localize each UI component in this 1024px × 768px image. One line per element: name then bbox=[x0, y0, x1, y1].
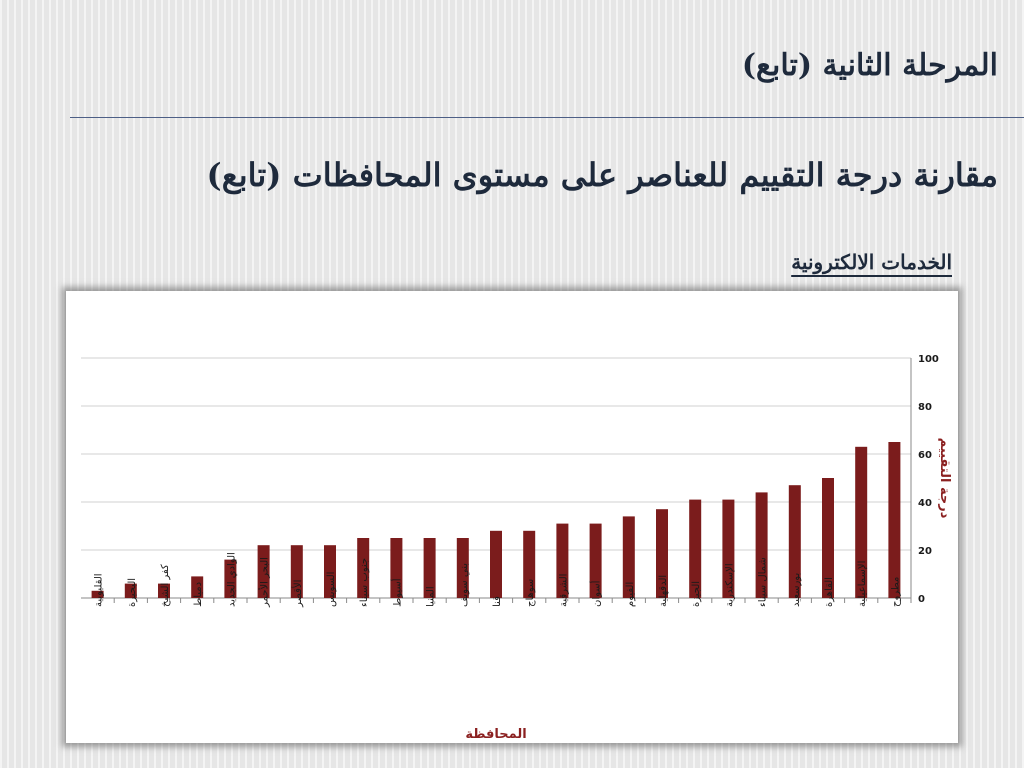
bar bbox=[622, 516, 635, 598]
title-divider bbox=[70, 117, 1024, 118]
bar bbox=[556, 523, 569, 598]
bar-chart: 0 20 40 60 80 100 القليوبية البحيرة كفر الشيخ دمي… bbox=[81, 354, 952, 742]
bar bbox=[788, 485, 801, 598]
bar bbox=[91, 590, 104, 598]
category-label: الفيوم bbox=[625, 582, 636, 607]
bar bbox=[324, 545, 336, 598]
y-tick-label: 100 bbox=[918, 354, 939, 365]
bar bbox=[290, 545, 303, 598]
category-label: مطروح bbox=[890, 577, 901, 607]
category-label: بورسعيد bbox=[791, 573, 802, 607]
bar bbox=[191, 576, 204, 598]
category-label: القاهرة bbox=[824, 577, 835, 607]
category-label: كفر الشيخ bbox=[160, 564, 171, 607]
category-label: الإسماعيلية bbox=[857, 561, 868, 607]
bar bbox=[390, 538, 403, 598]
category-label: الجيزة bbox=[691, 581, 702, 607]
y-tick-label: 20 bbox=[918, 546, 932, 557]
category-label: الوادي الجديد bbox=[226, 552, 237, 607]
bar bbox=[589, 523, 602, 598]
bar bbox=[689, 499, 702, 598]
bar bbox=[855, 446, 868, 598]
category-label: جنوب سيناء bbox=[359, 558, 370, 607]
category-label: السويس bbox=[326, 572, 337, 607]
bar bbox=[822, 478, 834, 598]
y-tick-label: 40 bbox=[918, 498, 932, 509]
category-label: الأقصر bbox=[291, 580, 304, 608]
y-axis-title: درجة التقييم bbox=[937, 438, 952, 519]
bar bbox=[755, 492, 768, 598]
category-label: أسوان bbox=[590, 580, 603, 607]
slide-subtitle: مقارنة درجة التقييم للعناصر على مستوى ال… bbox=[206, 156, 998, 194]
slide-title: المرحلة الثانية (تابع) bbox=[741, 48, 998, 83]
category-label: قنا bbox=[492, 596, 503, 607]
category-label: بني سويف bbox=[459, 563, 470, 607]
bar bbox=[224, 559, 237, 598]
bar bbox=[357, 538, 370, 598]
bar bbox=[257, 545, 270, 598]
section-label: الخدمات الالكترونية bbox=[791, 250, 952, 274]
bar bbox=[124, 583, 137, 598]
bar bbox=[656, 509, 668, 598]
x-axis-title: المحافظة bbox=[465, 727, 526, 742]
chart-frame: 0 20 40 60 80 100 القليوبية البحيرة كفر الشيخ دمي… bbox=[66, 291, 958, 743]
bar bbox=[523, 530, 536, 598]
y-tick-label: 80 bbox=[918, 402, 932, 413]
category-label: المنيا bbox=[426, 586, 437, 607]
category-label: القليوبية bbox=[94, 573, 105, 607]
category-label: سوهاج bbox=[525, 579, 536, 607]
bar bbox=[456, 538, 469, 598]
category-label: البحيرة bbox=[127, 578, 138, 607]
category-label: البحر الأحمر bbox=[258, 557, 271, 608]
bar bbox=[722, 499, 735, 598]
bar bbox=[888, 442, 901, 598]
bar bbox=[158, 583, 170, 598]
bar bbox=[490, 530, 502, 598]
y-tick-label: 60 bbox=[918, 450, 932, 461]
category-label: دمياط bbox=[193, 582, 204, 607]
category-label: أسيوط bbox=[390, 578, 403, 607]
category-label: الإسكندرية bbox=[724, 563, 735, 607]
y-tick-label: 0 bbox=[918, 594, 925, 605]
bar bbox=[423, 538, 436, 598]
category-label: شمال سيناء bbox=[758, 557, 769, 607]
category-label: الشرقية bbox=[558, 574, 569, 607]
category-label: الدقهلية bbox=[658, 575, 669, 607]
